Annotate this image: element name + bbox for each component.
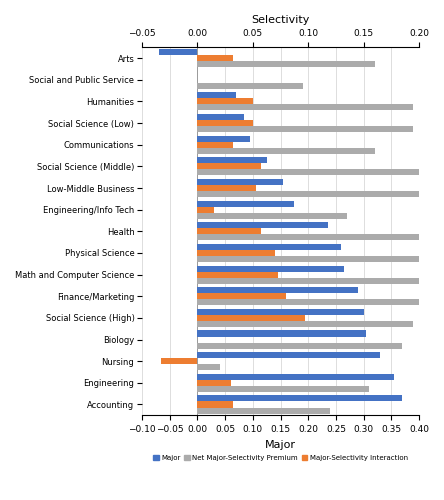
Bar bbox=[198, 272, 278, 278]
Bar bbox=[198, 200, 294, 206]
Bar bbox=[198, 244, 341, 250]
Bar bbox=[198, 408, 330, 414]
Bar bbox=[198, 212, 347, 218]
Bar bbox=[198, 330, 366, 336]
Bar bbox=[198, 61, 375, 67]
Bar bbox=[198, 191, 424, 197]
Bar bbox=[198, 287, 358, 293]
Bar bbox=[198, 120, 253, 126]
Bar bbox=[198, 342, 402, 348]
Bar bbox=[198, 98, 253, 104]
Bar bbox=[198, 293, 286, 300]
Bar bbox=[198, 266, 344, 272]
Bar bbox=[198, 126, 413, 132]
Bar bbox=[198, 250, 275, 256]
Bar bbox=[198, 170, 430, 175]
Bar bbox=[198, 55, 234, 61]
X-axis label: Selectivity: Selectivity bbox=[251, 15, 310, 25]
Bar bbox=[198, 142, 234, 148]
Bar bbox=[198, 402, 234, 407]
Bar bbox=[198, 185, 256, 191]
Bar bbox=[198, 148, 375, 154]
Bar bbox=[198, 321, 413, 327]
Bar bbox=[198, 206, 214, 212]
Bar bbox=[198, 386, 369, 392]
X-axis label: Major: Major bbox=[265, 440, 296, 450]
Bar bbox=[198, 256, 444, 262]
Bar bbox=[198, 158, 267, 164]
Bar bbox=[198, 136, 250, 141]
Bar bbox=[198, 374, 394, 380]
Bar bbox=[198, 278, 444, 283]
Bar bbox=[159, 49, 198, 55]
Bar bbox=[198, 222, 328, 228]
Bar bbox=[198, 104, 413, 110]
Bar bbox=[198, 114, 245, 120]
Bar bbox=[198, 179, 283, 185]
Bar bbox=[198, 315, 305, 321]
Bar bbox=[198, 234, 436, 240]
Bar bbox=[198, 352, 380, 358]
Bar bbox=[198, 228, 261, 234]
Bar bbox=[162, 358, 198, 364]
Bar bbox=[198, 380, 230, 386]
Bar bbox=[198, 83, 303, 89]
Bar bbox=[198, 309, 364, 315]
Bar bbox=[198, 92, 236, 98]
Bar bbox=[198, 164, 261, 170]
Bar bbox=[198, 364, 220, 370]
Legend: Major, Net Major-Selectivity Premium, Major-Selectivity Interaction: Major, Net Major-Selectivity Premium, Ma… bbox=[150, 452, 411, 464]
Bar bbox=[198, 396, 402, 402]
Bar bbox=[198, 300, 444, 306]
